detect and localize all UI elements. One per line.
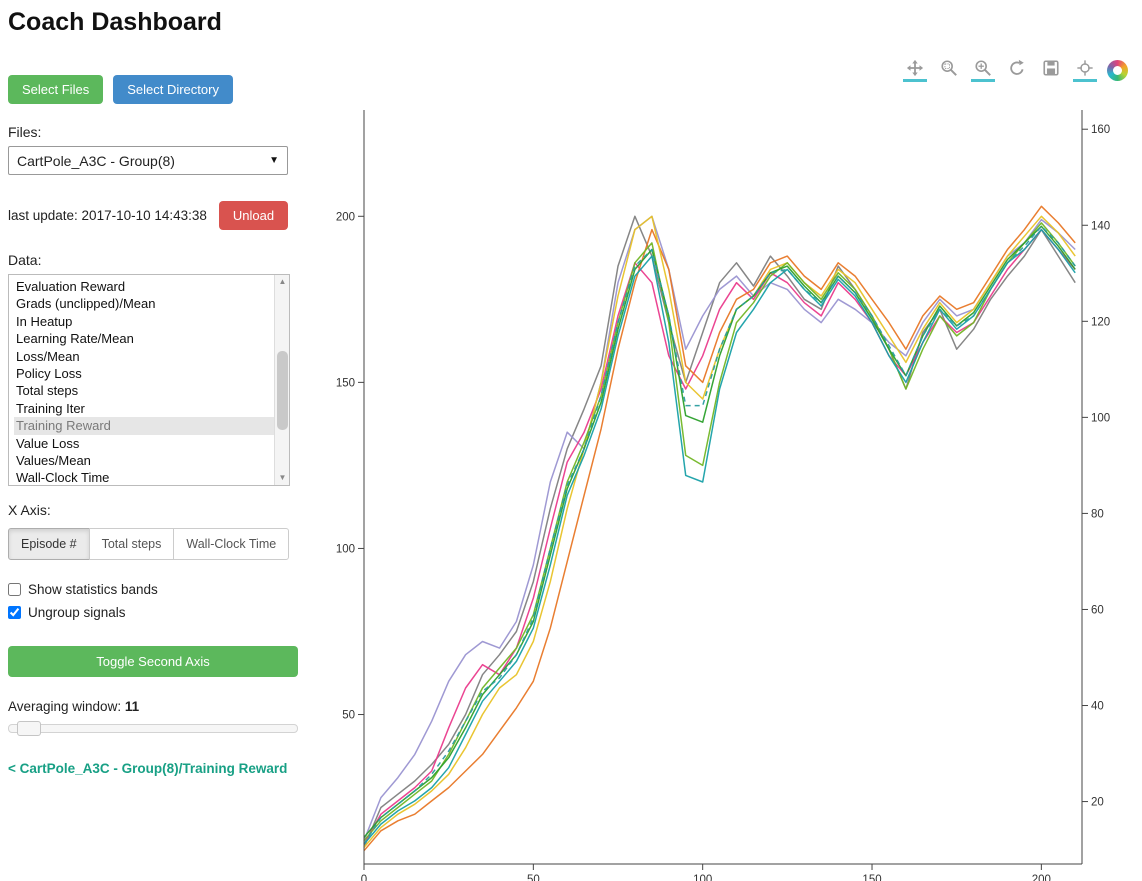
- x-axis-option-wall-clock[interactable]: Wall-Clock Time: [173, 528, 290, 560]
- files-dropdown-value: CartPole_A3C - Group(8): [17, 152, 175, 169]
- data-label: Data:: [8, 252, 42, 268]
- data-list-item[interactable]: In Heatup: [16, 313, 73, 329]
- tick-label: 0: [361, 874, 367, 881]
- tick-label: 100: [693, 874, 712, 881]
- breadcrumb[interactable]: < CartPole_A3C - Group(8)/Training Rewar…: [8, 761, 288, 776]
- data-list: Evaluation Reward Grads (unclipped)/Mean I…: [8, 274, 290, 486]
- sidebar: Coach Dashboard Select Files Select Dire…: [0, 0, 312, 881]
- tick-label: 50: [342, 710, 355, 722]
- data-list-item[interactable]: Wall-Clock Time: [16, 470, 110, 486]
- scroll-down-icon[interactable]: ▼: [278, 473, 287, 482]
- page-title: Coach Dashboard: [8, 8, 222, 36]
- scrollbar-thumb[interactable]: [277, 350, 288, 431]
- save-icon[interactable]: [1039, 58, 1063, 82]
- series-worker_5: [363, 222, 1076, 842]
- tick-label: 200: [336, 211, 355, 223]
- toggle-second-axis-button[interactable]: Toggle Second Axis: [8, 646, 298, 677]
- ungroup-signals-checkbox[interactable]: [8, 606, 21, 619]
- averaging-window-label: Averaging window:: [8, 699, 122, 714]
- show-statistics-bands-label: Show statistics bands: [28, 582, 158, 597]
- data-list-item[interactable]: Policy Loss: [16, 366, 82, 382]
- bokeh-logo-center: [1113, 65, 1122, 75]
- tick-label: 150: [862, 874, 881, 881]
- tick-label: 160: [1091, 124, 1110, 136]
- tick-label: 60: [1091, 604, 1104, 616]
- tick-label: 100: [1091, 412, 1110, 424]
- training-reward-plot[interactable]: 0 50 100 150 200 50 100 150 200 20 40 60 80 100 120 140…: [318, 92, 1130, 881]
- tick-label: 120: [1091, 316, 1110, 328]
- reset-icon[interactable]: [1005, 58, 1029, 82]
- select-directory-button[interactable]: Select Directory: [113, 75, 233, 104]
- series-mean: [363, 225, 1076, 845]
- data-list-scrollbar[interactable]: ▲ ▼: [274, 275, 289, 485]
- scroll-up-icon[interactable]: ▲: [278, 277, 287, 286]
- chevron-down-icon: ▼: [269, 155, 279, 166]
- x-axis-label: X Axis:: [8, 502, 51, 518]
- chart-panel: 0 50 100 150 200 50 100 150 200 20 40 60 80 100 120 140…: [312, 0, 1142, 881]
- last-update-text: last update: 2017-10-10 14:43:38: [8, 208, 207, 223]
- data-list-item[interactable]: Training Reward: [14, 417, 287, 435]
- data-list-item[interactable]: Loss/Mean: [16, 348, 80, 364]
- plot-wrap: 0 50 100 150 200 50 100 150 200 20 40 60 80 100 120 140…: [318, 92, 1142, 881]
- show-statistics-bands-checkbox[interactable]: [8, 583, 21, 596]
- data-list-item[interactable]: Total steps: [16, 383, 79, 399]
- data-list-item[interactable]: Values/Mean: [16, 453, 91, 469]
- tick-label: 150: [336, 377, 355, 389]
- averaging-window-slider[interactable]: [8, 721, 298, 736]
- tick-label: 50: [527, 874, 540, 881]
- data-list-item[interactable]: Grads (unclipped)/Mean: [16, 296, 156, 312]
- tick-label: 140: [1091, 220, 1110, 232]
- show-statistics-bands-row: Show statistics bands: [8, 582, 302, 597]
- slider-thumb[interactable]: [17, 721, 41, 736]
- pan-icon[interactable]: [903, 58, 927, 82]
- series-worker_0: [363, 215, 1076, 848]
- tick-label: 20: [1091, 797, 1104, 809]
- files-dropdown[interactable]: CartPole_A3C - Group(8) ▼: [8, 146, 288, 175]
- data-list-item[interactable]: Training Iter: [16, 400, 85, 416]
- x-axis-button-group: Episode # Total steps Wall-Clock Time: [8, 528, 302, 560]
- series-worker_3: [363, 205, 1076, 852]
- select-files-button[interactable]: Select Files: [8, 75, 104, 104]
- unload-button[interactable]: Unload: [218, 201, 289, 230]
- series-worker_2: [363, 228, 1076, 845]
- data-list-item[interactable]: Evaluation Reward: [16, 279, 126, 294]
- wheel-zoom-icon[interactable]: [971, 58, 995, 82]
- plot-toolbar: [903, 58, 1128, 82]
- series-worker_7: [363, 225, 1076, 838]
- data-list-item[interactable]: Value Loss: [16, 435, 80, 451]
- box-zoom-icon[interactable]: [937, 58, 961, 82]
- tick-label: 80: [1091, 508, 1104, 520]
- tick-label: 200: [1032, 874, 1051, 881]
- ungroup-signals-row: Ungroup signals: [8, 605, 302, 620]
- x-axis-option-total-steps[interactable]: Total steps: [88, 528, 175, 560]
- series-worker_6: [363, 228, 1076, 845]
- data-list-item[interactable]: Learning Rate/Mean: [16, 331, 134, 347]
- averaging-window-value: 11: [124, 699, 140, 714]
- series-worker_1: [363, 215, 1076, 841]
- files-label: Files:: [8, 124, 42, 140]
- bokeh-logo[interactable]: [1107, 59, 1128, 81]
- hover-icon[interactable]: [1073, 58, 1097, 82]
- tick-label: 40: [1091, 701, 1104, 713]
- x-axis-option-episode[interactable]: Episode #: [8, 528, 90, 560]
- tick-label: 100: [336, 543, 355, 555]
- ungroup-signals-label: Ungroup signals: [28, 605, 126, 620]
